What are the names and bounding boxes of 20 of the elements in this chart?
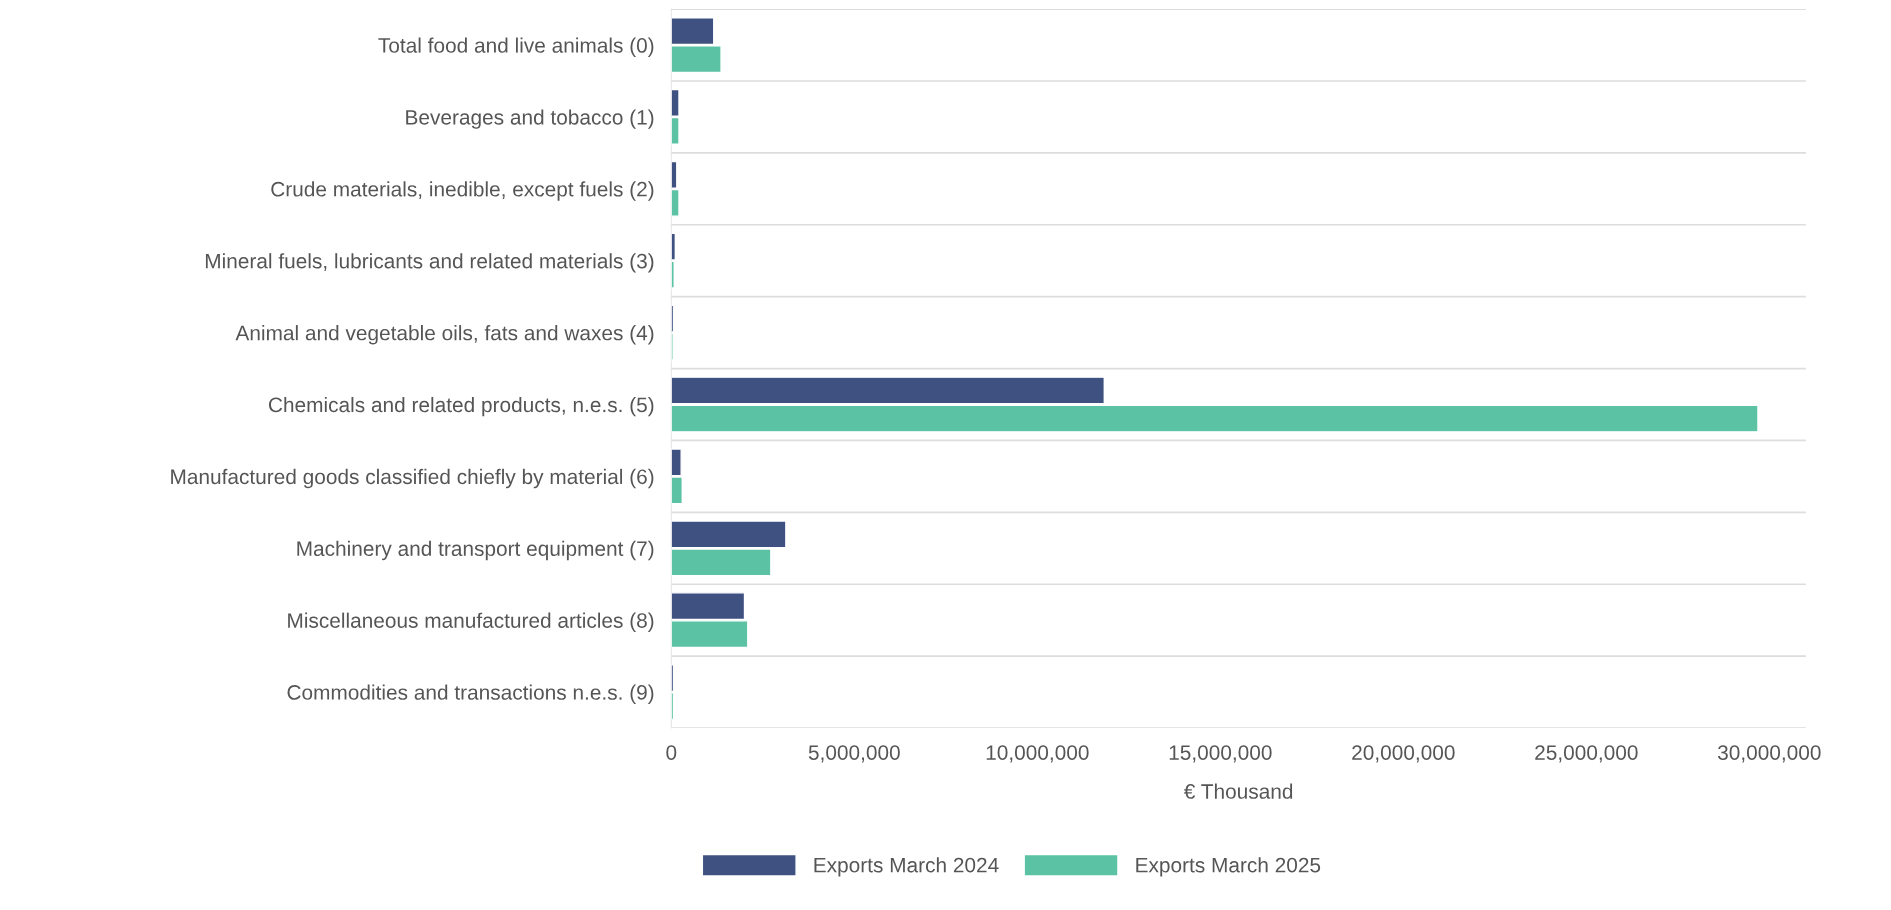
y-tick-label: Miscellaneous manufactured articles (8) [288, 612, 654, 633]
y-tick-label: Mineral fuels, lubricants and related materials (3) [205, 253, 654, 273]
y-tick-label: Chemicals and related products, n.e.s. (5) [268, 396, 654, 417]
y-tick-label: Manufactured goods classified chiefly by material (6) [171, 468, 654, 489]
x-tick-label: 20,000,000 [1352, 745, 1455, 763]
x-tick-label: 10,000,000 [986, 745, 1089, 763]
x-tick-label: 0 [666, 745, 677, 760]
x-tick-label: 30,000,000 [1717, 745, 1821, 763]
y-tick-label: Beverages and tobacco (1) [406, 109, 654, 129]
x-tick-label: 25,000,000 [1535, 745, 1638, 763]
x-tick-label: 5,000,000 [808, 745, 900, 763]
y-tick-label: Animal and vegetable oils, fats and waxes (4) [235, 325, 654, 345]
y-tick-label: Commodities and transactions n.e.s. (9) [287, 684, 654, 704]
x-tick-label: 15,000,000 [1169, 745, 1272, 763]
y-tick-label: Machinery and transport equipment (7) [297, 540, 654, 561]
legend-label: Exports March 2024 [814, 857, 999, 877]
legend-label: Exports March 2025 [1136, 857, 1321, 877]
y-tick-label: Total food and live animals (0) [378, 37, 654, 57]
y-tick-label: Crude materials, inedible, except fuels (2) [271, 181, 654, 201]
x-axis-title: € Thousand [1183, 783, 1293, 799]
